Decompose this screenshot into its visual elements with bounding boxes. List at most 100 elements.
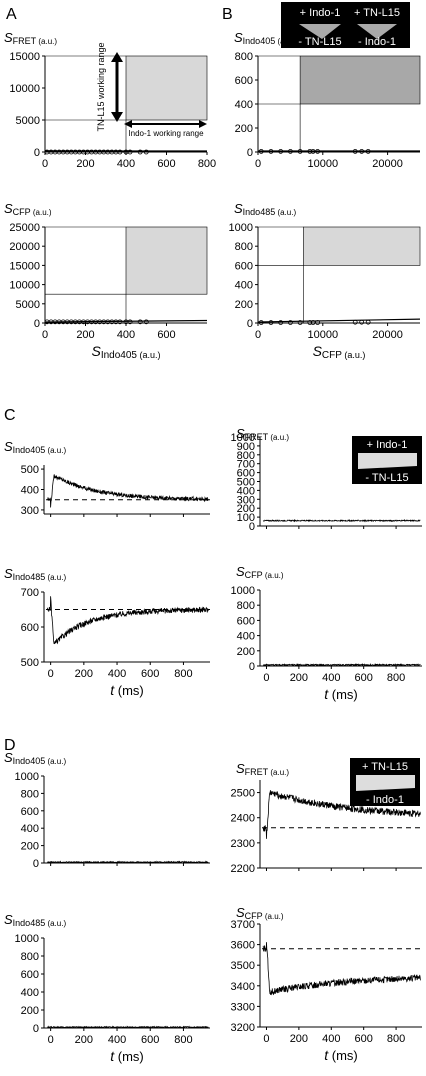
badge-C: + Indo-1 - TN-L15 [352,436,422,484]
y-tick-label: 1000 [231,585,255,597]
y-axis-label: SFRET (a.u.) [236,426,289,442]
y-tick-label: 10000 [9,83,40,95]
y-tick-label: 400 [235,280,253,292]
y-tick-label: 200 [237,646,255,658]
y-tick-label: 600 [21,806,39,818]
data-point [268,148,274,154]
x-tick-label: 800 [198,158,216,170]
x-tick-label: 0 [263,1033,269,1045]
y-tick-label: 3600 [231,940,255,952]
y-tick-label: 400 [21,987,39,999]
data-point [287,148,293,154]
y-tick-label: 300 [237,494,255,506]
x-tick-label: 0 [255,158,261,170]
y-tick-label: 700 [237,459,255,471]
y-tick-label: 3400 [231,981,255,993]
data-point [365,148,371,154]
y-tick-label: 500 [21,657,39,669]
y-tick-label: 2200 [231,863,255,875]
panel-label-D: D [4,737,16,754]
x-tick-label: 800 [387,1033,405,1045]
y-tick-label: 10000 [9,280,40,292]
y-tick-label: 3300 [231,1001,255,1013]
data-point [143,149,149,155]
x-tick-label: 0 [42,158,48,170]
y-tick-label: 3700 [231,919,255,931]
y-axis-label: SIndo485 (a.u.) [234,201,296,217]
badge-D-bottom: - Indo-1 [366,794,404,806]
chart-D1: 0 200 400 600 800 1000 SIndo405 (a.u.) [4,750,210,870]
data-point [117,319,123,325]
x-axis-label: SIndo405 (a.u.) [91,343,160,361]
y-tick-label: 5000 [16,299,40,311]
fit-line [257,318,421,323]
x-tick-label: 400 [322,672,340,684]
x-tick-label: 200 [290,672,308,684]
x-tick-label: 600 [355,1033,373,1045]
x-tick-label: 400 [117,158,135,170]
chart-A2: 0 5000 10000 15000 20000 25000 0 200 400 600 SCFP … [4,201,208,361]
chart-D3: 0 200 400 600 800 1000 0 200 400 600 800 SIndo485 (… [4,912,210,1064]
badge-B: + TN-L15 - Indo-1 [344,2,410,48]
working-range-region [125,55,208,121]
working-range-region [303,226,421,266]
data-point [137,319,143,325]
y-tick-label: 1000 [15,771,39,783]
data-point [307,148,313,154]
y-tick-label: 800 [21,951,39,963]
data-point [127,319,133,325]
data-point [315,148,321,154]
y-tick-label: 600 [237,615,255,627]
x-tick-label: 0 [48,1034,54,1046]
x-tick-label: 20000 [372,329,403,341]
y-tick-label: 200 [21,841,39,853]
data-point [307,320,313,325]
data-point [310,320,316,325]
y-tick-label: 100 [237,512,255,524]
y-tick-label: 800 [235,51,253,63]
y-tick-label: 0 [34,147,40,159]
y-tick-label: 0 [33,1023,39,1035]
badge-C-top: + Indo-1 [367,439,408,451]
panel-label-C: C [4,407,16,424]
x-tick-label: 400 [108,1034,126,1046]
y-tick-label: 400 [235,99,253,111]
badge-A-top: + Indo-1 [300,7,341,19]
data-point [352,319,358,325]
chart-A1: 0 5000 10000 15000 0 200 400 600 800 SFRET (a.u.) [4,30,216,170]
x-tick-label: 200 [75,1034,93,1046]
y-tick-label: 400 [21,823,39,835]
x-tick-label: 0 [48,668,54,680]
y-tick-label: 0 [34,318,40,330]
y-tick-label: 800 [237,450,255,462]
y-tick-label: 2400 [231,813,255,825]
y-axis-label: SIndo405 (a.u.) [4,750,66,766]
data-point [143,319,149,325]
y-tick-label: 3500 [231,960,255,972]
y-tick-label: 25000 [9,222,40,234]
trace-line [262,942,421,996]
y-tick-label: 200 [235,123,253,135]
data-point [287,320,293,325]
data-point [315,320,321,325]
x-tick-label: 800 [387,672,405,684]
y-tick-label: 1000 [231,432,255,444]
y-tick-label: 0 [247,147,253,159]
trace-line [47,860,209,864]
y-tick-label: 400 [237,631,255,643]
data-point [268,320,274,325]
y-axis-label: SCFP (a.u.) [236,905,284,921]
badge-B-top: + TN-L15 [354,7,400,19]
data-point [365,319,371,325]
y-tick-label: 600 [21,969,39,981]
chart-C4: 0 200 400 600 800 1000 0 200 400 600 800 SCFP (a.u.… [231,564,422,702]
data-point [297,320,303,325]
y-tick-label: 15000 [9,51,40,63]
y-tick-label: 400 [237,485,255,497]
y-tick-label: 2500 [231,788,255,800]
data-point [278,320,284,325]
y-tick-label: 0 [249,521,255,533]
badge-D: + TN-L15 - Indo-1 [350,758,420,806]
chart-D2: 2200 2300 2400 2500 SFRET (a.u.) [231,761,422,875]
